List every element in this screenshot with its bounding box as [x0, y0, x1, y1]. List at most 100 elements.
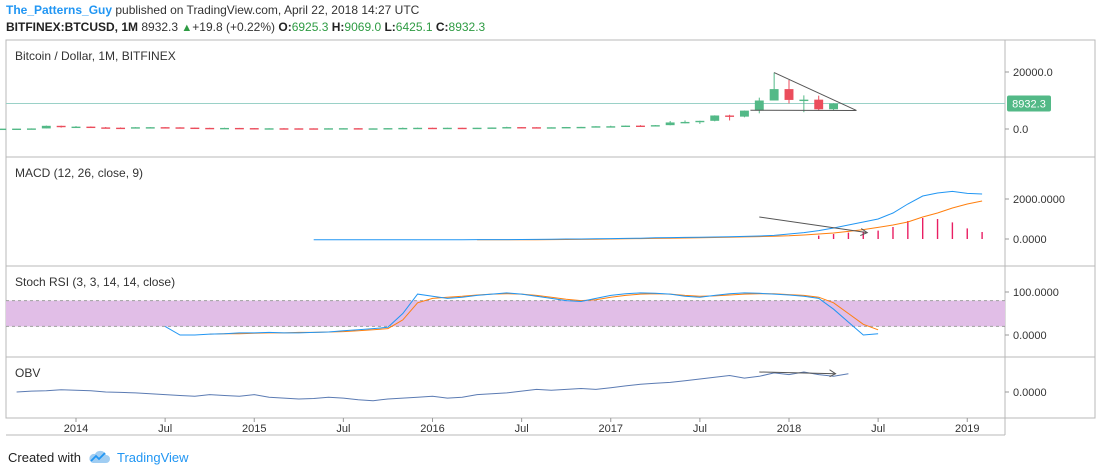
candle-body: [101, 127, 111, 129]
obv-arrow-drawing: [759, 371, 836, 375]
candle-body: [710, 115, 720, 121]
high-value: 9069.0: [344, 20, 382, 34]
up-arrow-icon: ▲: [181, 22, 193, 34]
time-axis-label: 2019: [955, 423, 979, 435]
created-with-label: Created with: [8, 449, 81, 465]
candle-body: [26, 128, 36, 130]
candle-body: [116, 127, 126, 130]
footer: Created with TradingView: [8, 446, 189, 468]
ohlc-line: BITFINEX:BTCUSD, 1M 8932.3 ▲+19.8 (+0.22…: [6, 19, 1096, 37]
time-axis-label: Jul: [336, 423, 350, 435]
time-axis-label: 2014: [64, 423, 88, 435]
candle-body: [784, 89, 794, 100]
candle-body: [190, 127, 200, 130]
candle-body: [487, 127, 497, 129]
chart-header: The_Patterns_Guy published on TradingVie…: [6, 2, 1096, 38]
candle-body: [829, 103, 839, 110]
obv-pane-title: OBV: [15, 366, 40, 380]
close-label: C:: [435, 20, 449, 34]
candle-body: [309, 128, 319, 130]
stoch-k-line: [164, 292, 879, 336]
macd-arrow-drawing: [759, 216, 868, 234]
candle-body: [294, 128, 304, 130]
candle-body: [591, 126, 601, 128]
candle-body: [636, 125, 645, 128]
candle-body: [502, 127, 512, 129]
last-price: 8932.3: [141, 20, 179, 34]
published-text: published on TradingView.com, April 22, …: [112, 3, 420, 17]
candle-body: [324, 128, 333, 130]
candle-body: [814, 99, 824, 110]
macd-pane-title: MACD (12, 26, close, 9): [15, 166, 143, 180]
last-price-badge-label: 8932.3: [1012, 99, 1046, 111]
publish-line: The_Patterns_Guy published on TradingVie…: [6, 2, 1096, 19]
time-axis-label: Jul: [158, 423, 172, 435]
macd-axis-label: 2000.0000: [1013, 194, 1065, 206]
candle-body: [517, 127, 527, 129]
time-axis-label: Jul: [515, 423, 529, 435]
candle-body: [205, 127, 215, 130]
candle-body: [725, 115, 735, 117]
candle-body: [56, 125, 66, 128]
price-pane-title: Bitcoin / Dollar, 1M, BITFINEX: [15, 49, 176, 63]
candle-body: [12, 128, 22, 131]
close-value: 8932.3: [448, 20, 486, 34]
time-axis-label: Jul: [693, 423, 707, 435]
low-label: L:: [384, 20, 396, 34]
candle-body: [71, 126, 81, 129]
candle-body: [442, 127, 452, 130]
high-label: H:: [331, 20, 345, 34]
candle-body: [220, 127, 229, 130]
candle-body: [338, 128, 348, 130]
obv-line: [16, 371, 849, 402]
candle-body: [368, 128, 378, 130]
time-axis-label: Jul: [871, 423, 885, 435]
stoch-band: [6, 300, 1005, 327]
candle-body: [606, 126, 616, 128]
candle-body: [428, 127, 437, 130]
open-value: 6925.3: [291, 20, 329, 34]
price-axis-label: 20000.0: [1013, 67, 1053, 79]
candle-body: [576, 126, 586, 129]
candle-body: [175, 127, 185, 129]
author-link[interactable]: The_Patterns_Guy: [6, 3, 113, 17]
triangle-drawing: [750, 72, 857, 111]
candle-body: [130, 127, 140, 129]
candle-body: [546, 127, 556, 129]
candle-body: [398, 127, 408, 130]
chart-frame: [5, 39, 1096, 419]
candle-body: [413, 127, 423, 130]
low-value: 6425.1: [395, 20, 433, 34]
candle-body: [249, 128, 259, 130]
candle-body: [160, 127, 170, 129]
time-axis-label: 2018: [777, 423, 801, 435]
candle-body: [665, 122, 675, 126]
candle-body: [621, 125, 631, 128]
candle-body: [383, 128, 393, 130]
candle-body: [457, 127, 467, 130]
candle-body: [279, 128, 289, 130]
candle-body: [695, 120, 705, 123]
candle-body: [145, 127, 155, 129]
candle-body: [86, 126, 96, 129]
candle-body: [739, 110, 749, 117]
open-label: O:: [278, 20, 292, 34]
candle-body: [264, 128, 274, 130]
candle-body: [353, 128, 363, 130]
obv-arrow-head: [829, 369, 837, 378]
time-axis-label: 2015: [242, 423, 266, 435]
candle-body: [0, 128, 7, 131]
candle-body: [650, 125, 660, 127]
candle-body: [234, 127, 244, 130]
time-axis-label: 2017: [599, 423, 623, 435]
symbol-label[interactable]: BITFINEX:BTCUSD, 1M: [6, 20, 138, 34]
tradingview-brand[interactable]: TradingView: [87, 450, 189, 465]
stoch-axis-label: 0.0000: [1013, 330, 1047, 342]
price-axis-label: 0.0: [1013, 124, 1028, 136]
candle-body: [532, 127, 541, 129]
stoch-axis-label: 100.0000: [1013, 287, 1059, 299]
last-price-badge: [1007, 95, 1051, 112]
candle-body: [769, 89, 779, 101]
time-axis-label: 2016: [420, 423, 444, 435]
macd-arrow-head: [860, 228, 869, 237]
